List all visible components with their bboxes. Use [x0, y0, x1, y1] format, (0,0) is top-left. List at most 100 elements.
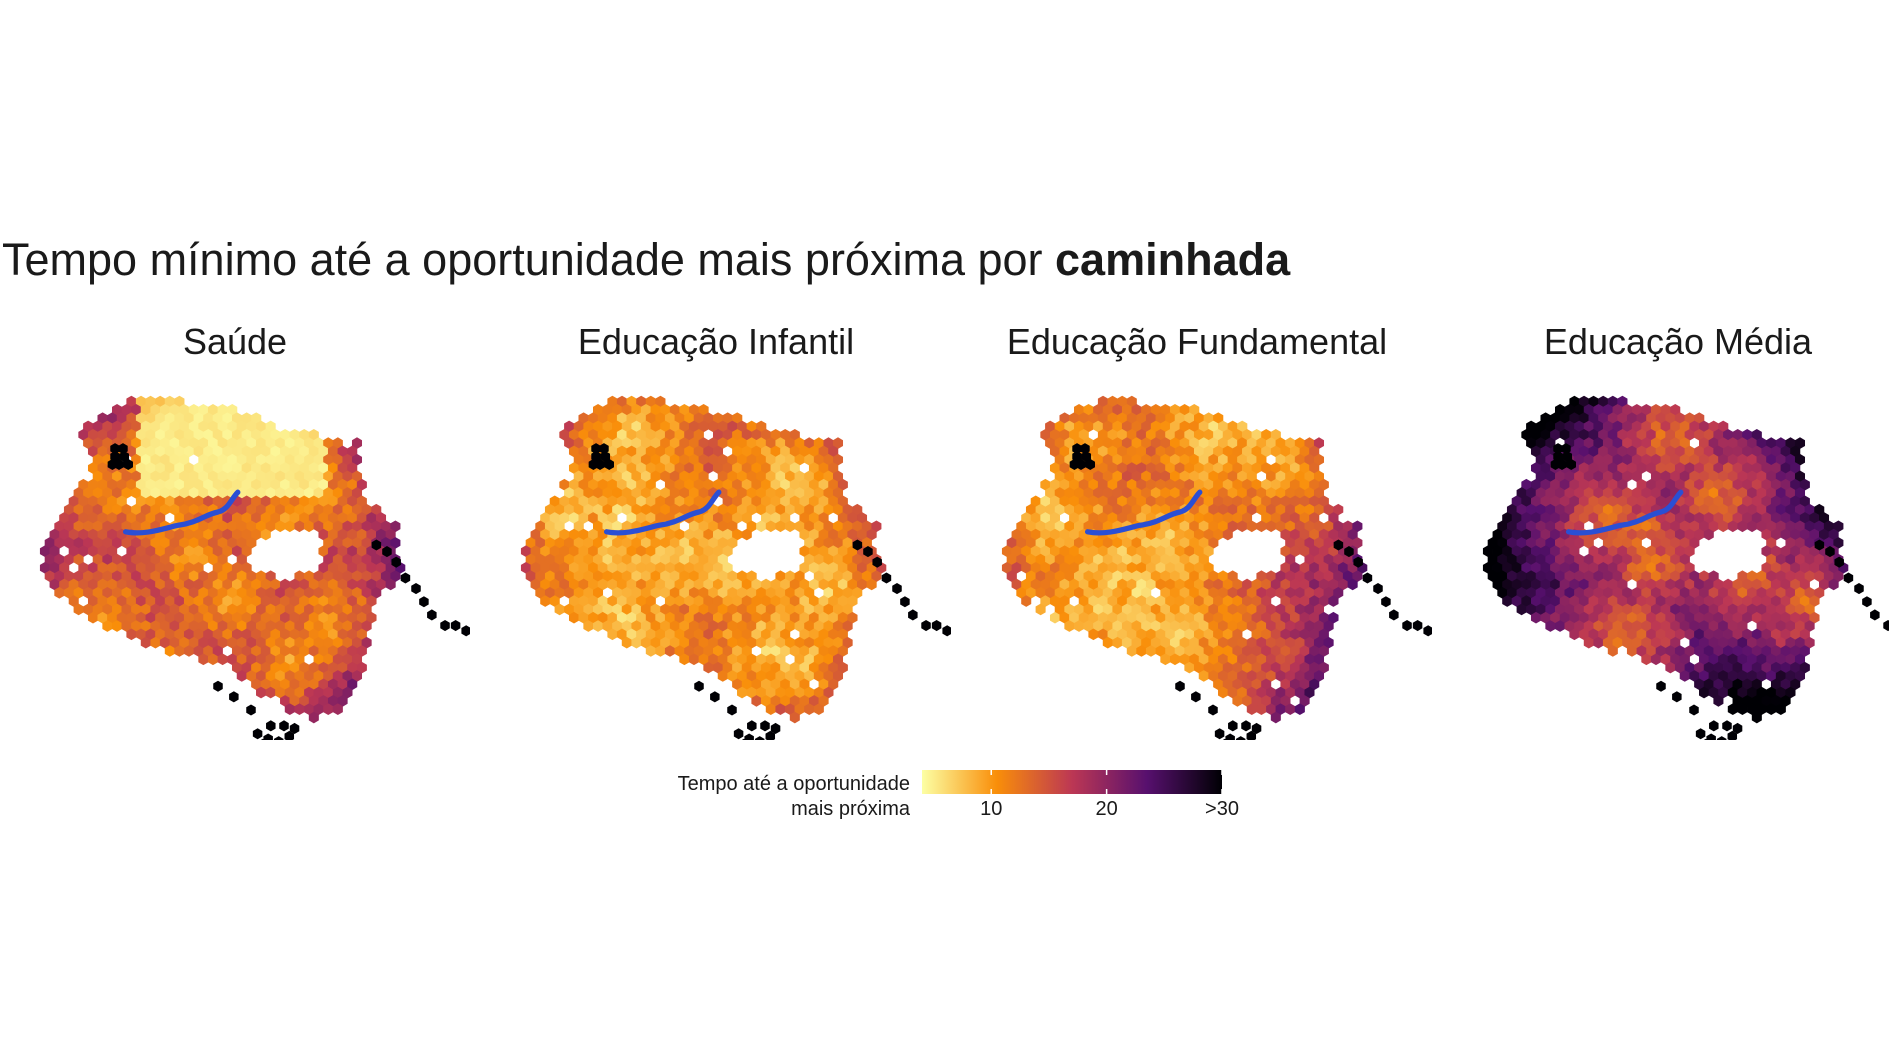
hex-cell — [669, 453, 680, 466]
hex-cell — [1174, 445, 1185, 458]
hex-cell — [789, 478, 800, 491]
hex-cell — [1569, 428, 1580, 441]
hex-cell — [68, 545, 79, 558]
hex-cell — [155, 611, 166, 624]
hex-cell — [808, 478, 820, 491]
page-title: Tempo mínimo até a oportunidade mais pró… — [2, 232, 1290, 288]
hex-cell — [698, 487, 709, 499]
hex-cell — [660, 453, 671, 466]
hex-cell — [1775, 437, 1786, 449]
hex-cell — [1511, 578, 1522, 591]
hex-cell — [1785, 586, 1796, 599]
hex-cell — [1136, 412, 1147, 424]
hex-cell — [1718, 603, 1729, 616]
hex-cell — [294, 570, 305, 582]
hex-cell — [1299, 562, 1310, 574]
hex-cell — [636, 595, 647, 607]
hex-cell — [1280, 495, 1291, 508]
hex-cell — [313, 503, 324, 516]
hex-cell — [251, 628, 262, 641]
hex-cell — [754, 736, 765, 740]
hex-cell — [645, 478, 656, 491]
hex-cell — [279, 720, 289, 732]
hex-cell — [549, 595, 560, 607]
hex-cell — [1218, 453, 1229, 466]
hex-cell — [1665, 412, 1676, 424]
hex-cell — [794, 620, 805, 632]
hex-cell — [1794, 603, 1806, 616]
hex-cell — [607, 562, 618, 574]
hex-cell — [1256, 603, 1267, 616]
hex-cell — [1631, 437, 1642, 449]
hex-cell — [1266, 620, 1277, 632]
hex-cell — [289, 495, 300, 508]
hex-cell — [1285, 520, 1296, 533]
hex-cell — [1564, 487, 1575, 499]
hex-cell — [308, 428, 319, 441]
hex-cell — [1309, 645, 1320, 657]
hex-cell — [1165, 428, 1176, 441]
hex-cell — [1723, 578, 1734, 591]
hex-cell — [236, 570, 247, 582]
hex-cell — [212, 545, 223, 558]
hex-cell — [1506, 553, 1517, 566]
hex-cell — [1684, 562, 1695, 574]
hex-cell — [1564, 603, 1575, 616]
hex-cell — [765, 520, 776, 533]
hex-cell — [313, 520, 324, 533]
hex-cell — [1045, 553, 1056, 566]
hex-cell — [1684, 545, 1695, 558]
hex-cell — [1145, 562, 1156, 574]
hex-cell — [236, 636, 247, 649]
hex-cell — [155, 578, 166, 591]
hex-cell — [169, 586, 180, 599]
hex-cell — [664, 611, 675, 624]
hex-cell — [660, 553, 671, 566]
hex-cell — [804, 703, 815, 716]
hex-cell — [847, 578, 858, 591]
hex-cell — [87, 428, 99, 441]
hex-cell — [1641, 420, 1652, 433]
hex-cell — [1790, 661, 1801, 674]
hex-cell — [1169, 553, 1180, 566]
hex-cell — [1665, 595, 1676, 607]
hex-cell — [1742, 462, 1753, 474]
hex-cell — [1497, 553, 1508, 566]
hex-cell — [588, 562, 599, 574]
hex-cell — [83, 570, 94, 582]
hex-cell — [645, 495, 656, 508]
hex-cell — [227, 453, 238, 466]
hex-cell — [174, 428, 185, 441]
hex-cell — [593, 404, 604, 416]
hex-cell — [1285, 620, 1296, 632]
hex-cell — [203, 611, 214, 624]
hex-cell — [1213, 678, 1224, 691]
hex-cell — [361, 520, 372, 533]
hex-cell — [1636, 462, 1647, 474]
hex-cell — [188, 620, 199, 632]
hex-cell — [1540, 428, 1551, 441]
hex-cell — [832, 487, 844, 499]
hex-cell — [1828, 528, 1839, 541]
hex-cell — [741, 628, 752, 641]
hex-cell — [684, 562, 695, 574]
hex-cell — [863, 546, 873, 558]
hex-cell — [270, 445, 281, 458]
hex-cell — [102, 603, 113, 616]
hex-cell — [251, 661, 262, 674]
hex-cell — [1054, 487, 1065, 499]
hex-cell — [1266, 520, 1277, 533]
hex-cell — [1530, 528, 1542, 541]
hex-cell — [1011, 545, 1022, 558]
hex-cell — [832, 437, 844, 449]
hex-cell — [299, 478, 310, 491]
hex-cell — [1097, 545, 1109, 558]
hex-cell — [1117, 611, 1128, 624]
hex-cell — [207, 603, 219, 616]
hex-cell — [270, 595, 281, 607]
hex-cell — [1790, 678, 1801, 691]
hex-cell — [198, 487, 209, 499]
hex-cell — [260, 678, 271, 691]
hex-cell — [1049, 611, 1061, 624]
hex-cell — [535, 520, 546, 533]
